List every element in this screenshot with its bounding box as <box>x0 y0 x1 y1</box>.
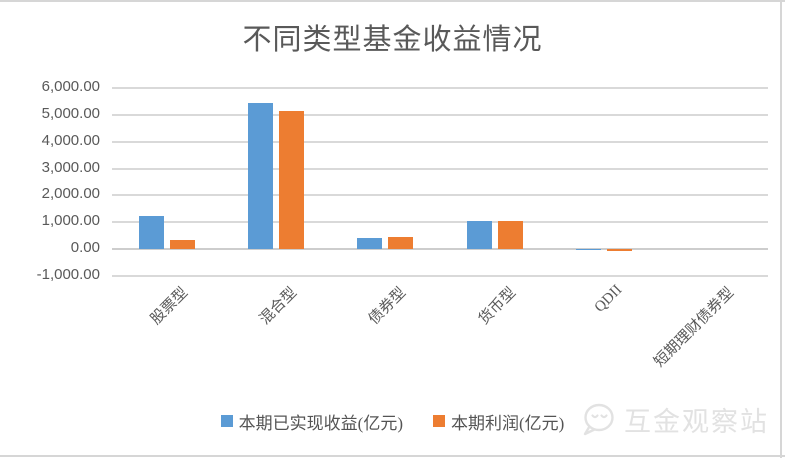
y-axis-tick-label: 4,000.00 <box>41 132 100 149</box>
frame-border-right <box>780 0 782 458</box>
y-axis-tick-label: 3,000.00 <box>41 159 100 176</box>
gridline-0 <box>112 248 768 250</box>
gridline--1000 <box>112 275 768 277</box>
bar-series2-货币型 <box>498 221 523 249</box>
gridline-2000 <box>112 194 768 196</box>
legend-item-2: 本期利润(亿元) <box>433 409 564 434</box>
y-axis-tick-label: -1,000.00 <box>36 266 100 283</box>
gridline-4000 <box>112 141 768 143</box>
bar-series1-货币型 <box>467 221 492 249</box>
bar-series1-QDII <box>576 249 601 250</box>
legend-swatch-1 <box>220 415 233 427</box>
bar-series1-债券型 <box>357 238 382 249</box>
watermark-text: 互金观察站 <box>624 406 769 437</box>
y-axis-tick-label: 0.00 <box>70 239 100 256</box>
gridline-1000 <box>112 221 768 223</box>
watermark: 互金观察站 <box>580 399 769 439</box>
gridline-5000 <box>112 114 768 116</box>
wechat-icon <box>583 403 614 436</box>
chart-legend: 本期已实现收益(亿元) 本期利润(亿元) <box>0 406 785 436</box>
legend-label-2: 本期利润(亿元) <box>451 413 565 433</box>
legend-label-1: 本期已实现收益(亿元) <box>238 413 403 433</box>
gridline-3000 <box>112 168 768 170</box>
chart-title: 不同类型基金收益情况 <box>242 24 543 56</box>
bar-series1-股票型 <box>139 216 164 249</box>
bar-series1-混合型 <box>248 103 273 249</box>
y-axis-tick-label: 5,000.00 <box>41 105 100 122</box>
legend-item-1: 本期已实现收益(亿元) <box>220 409 403 434</box>
bar-series2-QDII <box>607 249 632 251</box>
legend-swatch-2 <box>433 415 445 427</box>
frame-border-bottom <box>0 455 785 457</box>
y-axis-tick-label: 6,000.00 <box>41 78 100 95</box>
bar-series2-股票型 <box>170 240 195 249</box>
bar-series2-债券型 <box>388 237 413 249</box>
frame-border-top <box>0 0 785 2</box>
bar-series2-混合型 <box>279 111 304 249</box>
y-axis-tick-label: 1,000.00 <box>41 212 100 229</box>
gridline-6000 <box>112 87 768 89</box>
y-axis-tick-label: 2,000.00 <box>41 185 100 202</box>
